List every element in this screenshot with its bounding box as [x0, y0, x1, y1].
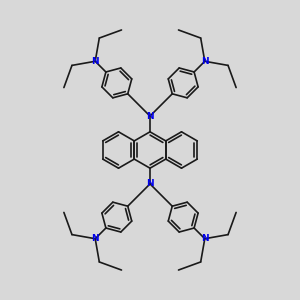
Text: N: N: [92, 57, 99, 66]
Text: N: N: [92, 234, 99, 243]
Text: N: N: [146, 112, 154, 121]
Text: N: N: [201, 234, 208, 243]
Text: N: N: [146, 179, 154, 188]
Text: N: N: [201, 57, 208, 66]
